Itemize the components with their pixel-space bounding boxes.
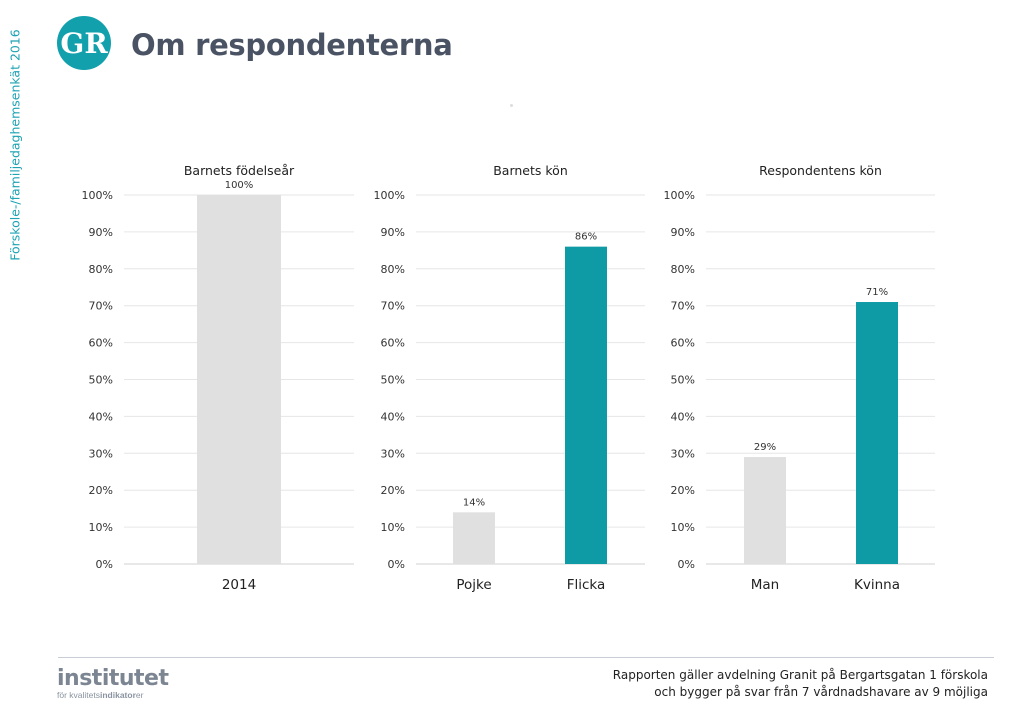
chart-panel-2: Barnets kön 0% 10% 20% 30% 40% 50% 60% 70% 80% 90%… xyxy=(374,163,645,593)
y-tick-label: 90% xyxy=(381,226,405,239)
bar-kvinna xyxy=(856,302,898,564)
y-tick-label: 50% xyxy=(89,374,113,387)
y-tick-label: 60% xyxy=(381,337,405,350)
category-label: Pojke xyxy=(456,577,491,593)
report-note: Rapporten gäller avdelning Granit på Ber… xyxy=(613,667,988,701)
y-tick-label: 0% xyxy=(388,558,405,571)
chart-title: Barnets födelseår xyxy=(184,163,295,178)
y-tick-label: 30% xyxy=(381,447,405,460)
y-tick-label: 60% xyxy=(671,337,695,350)
y-tick-label: 70% xyxy=(671,300,695,313)
y-tick-label: 80% xyxy=(381,263,405,276)
y-tick-label: 10% xyxy=(89,521,113,534)
footer-divider xyxy=(58,657,994,658)
report-note-line1: Rapporten gäller avdelning Granit på Ber… xyxy=(612,668,988,682)
decorative-dot xyxy=(510,104,513,107)
data-label: 100% xyxy=(225,180,254,191)
y-tick-label: 70% xyxy=(381,300,405,313)
y-tick-label: 20% xyxy=(89,484,113,497)
chart-panel-3: Respondentens kön 0% 10% 20% 30% 40% 50% 60% 70%… xyxy=(664,163,935,593)
y-tick-label: 40% xyxy=(381,410,405,423)
y-tick-label: 10% xyxy=(671,521,695,534)
institutet-logo: institutet för kvalitetsindikatorer xyxy=(57,666,169,701)
chart-title: Barnets kön xyxy=(493,163,568,178)
category-label: Flicka xyxy=(567,577,606,593)
y-tick-label: 100% xyxy=(374,189,405,202)
y-tick-label: 80% xyxy=(89,263,113,276)
category-label: 2014 xyxy=(222,577,256,593)
chart-panel-1: Barnets födelseår 0% 10% 20% 30% 40% 50% 60% 70%… xyxy=(82,163,354,593)
y-tick-label: 100% xyxy=(82,189,113,202)
page-title: Om respondenterna xyxy=(131,28,453,62)
y-tick-label: 0% xyxy=(678,558,695,571)
y-tick-label: 0% xyxy=(96,558,113,571)
institutet-brand: institutet xyxy=(57,666,169,691)
bar-flicka xyxy=(565,246,607,564)
data-label: 86% xyxy=(575,232,597,243)
y-tick-label: 50% xyxy=(381,374,405,387)
y-tick-label: 60% xyxy=(89,337,113,350)
tagline-bold: indikator xyxy=(100,690,136,700)
y-tick-label: 10% xyxy=(381,521,405,534)
y-tick-label: 20% xyxy=(671,484,695,497)
y-tick-label: 30% xyxy=(89,447,113,460)
tagline-prefix: för kvalitets xyxy=(57,690,100,700)
gr-logo: GR xyxy=(57,16,111,70)
y-tick-label: 40% xyxy=(671,410,695,423)
bar-pojke xyxy=(453,512,495,564)
y-tick-label: 90% xyxy=(89,226,113,239)
gr-logo-icon: GR xyxy=(57,16,111,70)
bar-2014 xyxy=(197,195,281,564)
y-tick-label: 100% xyxy=(664,189,695,202)
tagline-suffix: er xyxy=(135,690,144,700)
chart-title: Respondentens kön xyxy=(759,163,882,178)
bar-man xyxy=(744,456,786,564)
y-tick-label: 80% xyxy=(671,263,695,276)
y-tick-label: 70% xyxy=(89,300,113,313)
data-label: 14% xyxy=(463,497,485,508)
data-label: 71% xyxy=(866,287,888,298)
y-tick-label: 20% xyxy=(381,484,405,497)
institutet-tagline: för kvalitetsindikatorer xyxy=(57,690,169,700)
report-note-line2: och bygger på svar från 7 vårdnadshavare… xyxy=(654,685,988,699)
data-label: 29% xyxy=(754,442,776,453)
y-tick-label: 30% xyxy=(671,447,695,460)
y-tick-label: 50% xyxy=(671,374,695,387)
category-label: Man xyxy=(751,577,779,593)
y-tick-label: 40% xyxy=(89,410,113,423)
logo-text: GR xyxy=(60,27,108,60)
y-tick-label: 90% xyxy=(671,226,695,239)
category-label: Kvinna xyxy=(854,577,900,593)
